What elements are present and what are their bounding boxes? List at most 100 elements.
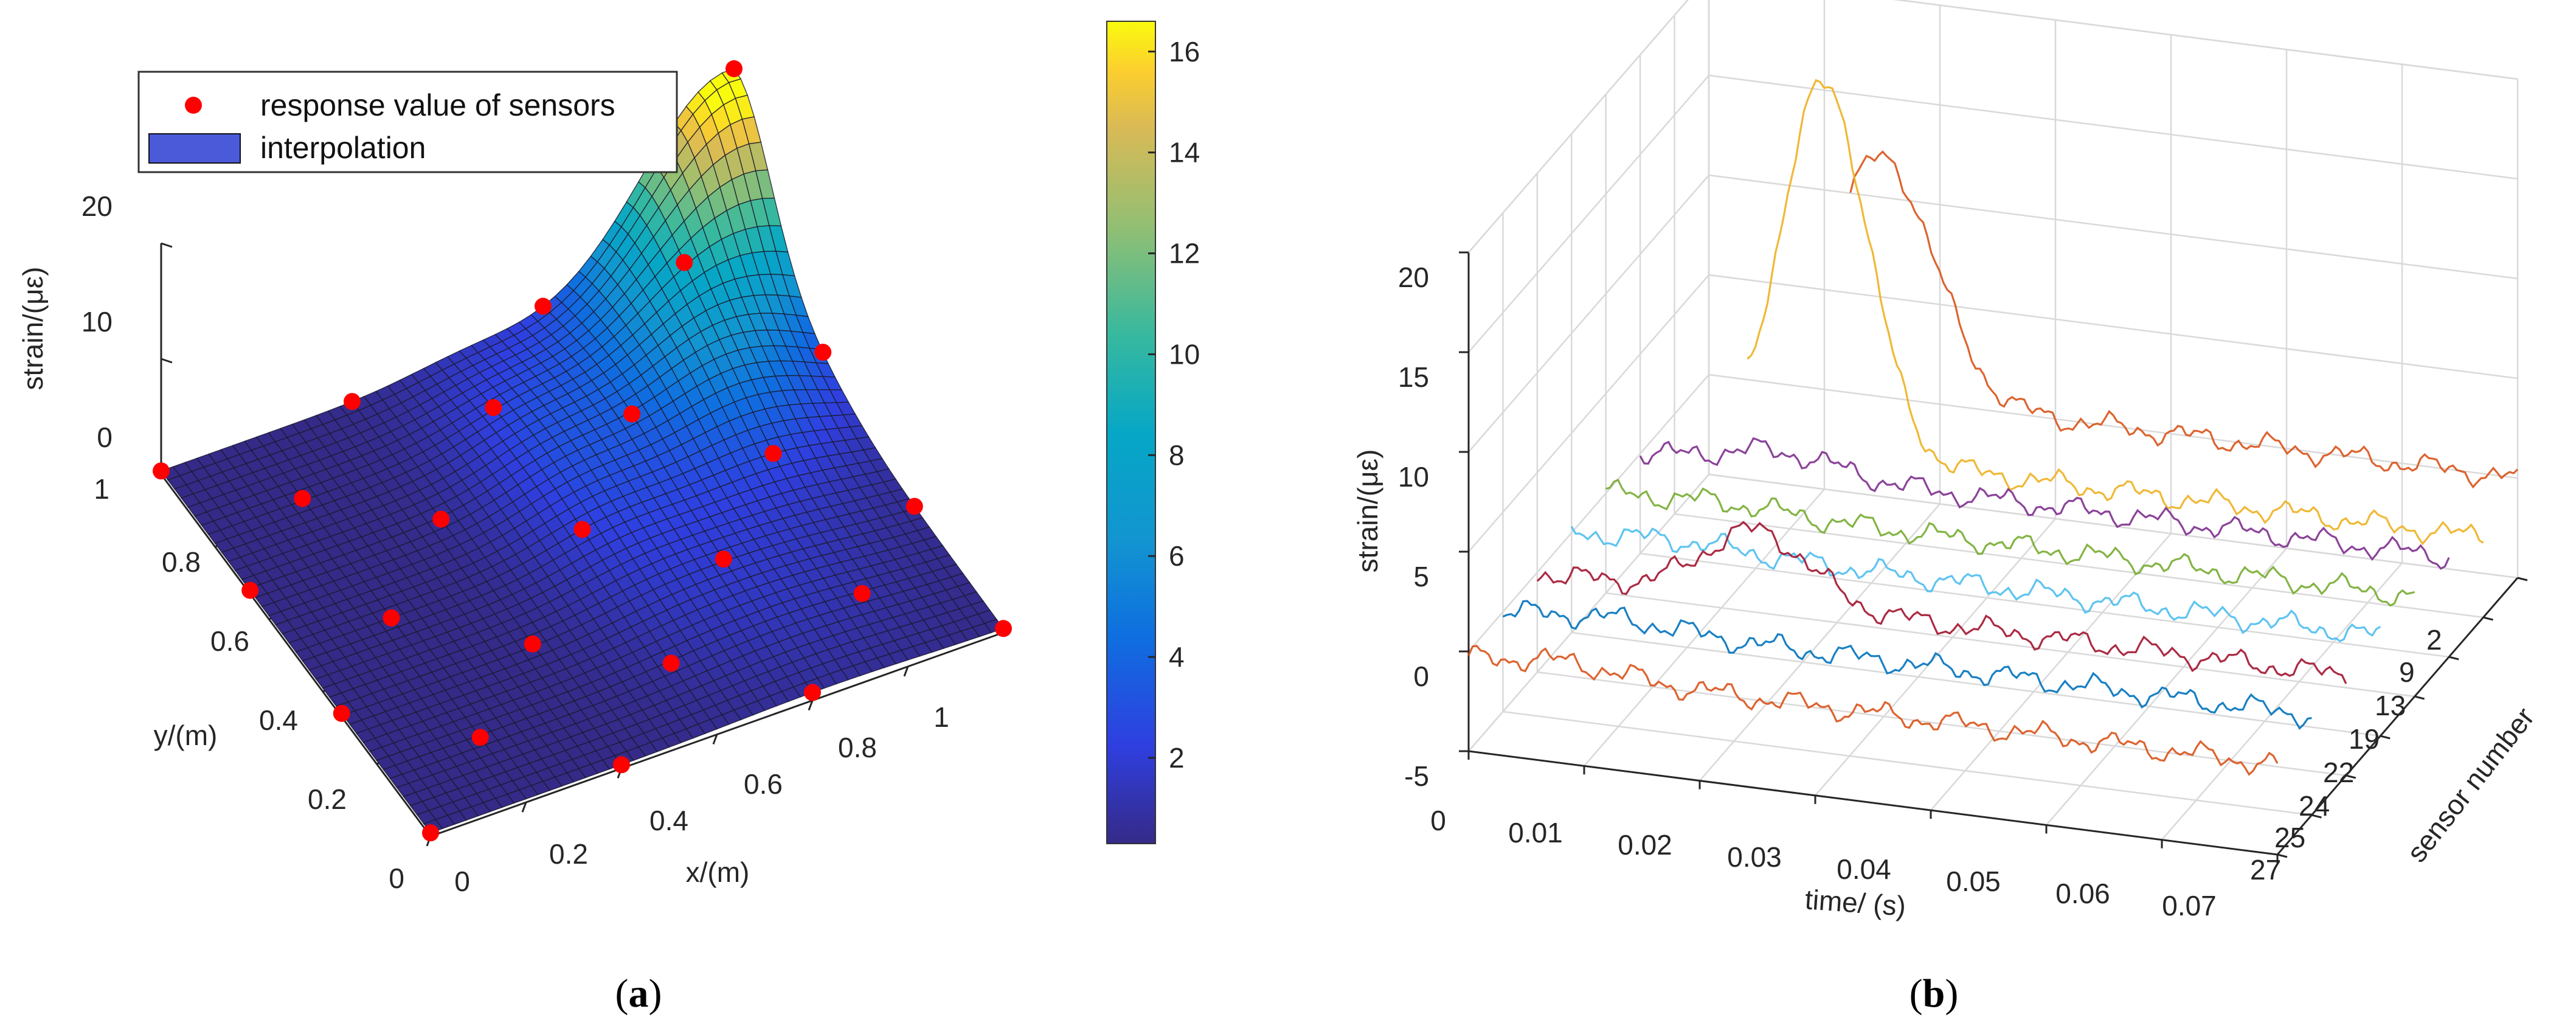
caption-a: (a): [615, 971, 662, 1016]
y-tick-label: 27: [2250, 854, 2281, 886]
sensor-point: [662, 654, 680, 672]
y-tick-label: 24: [2299, 790, 2330, 822]
x-tick-labels: 0 0.2 0.4 0.6 0.8 1: [454, 701, 949, 897]
colorbar-tick-label: 6: [1169, 540, 1185, 572]
sensor-point: [905, 498, 923, 515]
x-tick-label: 1: [933, 701, 949, 733]
y-tick-label: 13: [2375, 690, 2406, 721]
y-tick-label: 0: [389, 862, 404, 894]
y-tick-mark: [2277, 853, 2288, 858]
x-tick-label: 0.07: [2162, 890, 2217, 921]
grid-line: [1571, 631, 2381, 737]
legend-interpolation-swatch: [148, 133, 241, 164]
caption-a-letter: a: [629, 971, 649, 1016]
grid-line: [1708, 473, 2518, 579]
legend-sensor-label: response value of sensors: [260, 88, 615, 122]
z-tick-mark: [161, 242, 173, 248]
x-tick-labels: 0 0.01 0.02 0.03 0.04 0.05 0.06 0.07: [1430, 805, 2217, 921]
y-tick-label: 22: [2323, 757, 2354, 788]
sensor-point: [241, 581, 259, 599]
y-tick-label: 2: [2426, 624, 2442, 656]
sensor-point: [524, 635, 541, 653]
sensor-markers: [153, 60, 1012, 842]
z-tick-label: 20: [81, 190, 113, 222]
x-tick-mark: [903, 666, 909, 677]
sensor-point: [333, 704, 350, 722]
sensor-point: [613, 756, 630, 774]
y-tick-label: 9: [2399, 656, 2415, 688]
sensor-point: [804, 684, 821, 701]
interpolation-surface: [160, 68, 1005, 834]
sensor-point: [853, 585, 871, 602]
z-tick-label: 15: [1398, 361, 1429, 393]
series-line-sensor-9: [1747, 78, 2484, 546]
x-tick-label: 0.4: [649, 805, 688, 836]
y-tick-mark: [2517, 577, 2528, 581]
sensor-point: [535, 297, 552, 315]
sensor-point: [676, 254, 693, 271]
x-tick-label: 0.05: [1946, 866, 2001, 897]
x-tick-label: 0.02: [1618, 829, 1672, 861]
colorbar-tick-label: 4: [1169, 641, 1185, 673]
z-tick-mark: [161, 358, 173, 364]
colorbar-tick-label: 14: [1169, 137, 1200, 168]
sensor-point: [995, 620, 1012, 637]
caption-b-open: (: [1909, 971, 1923, 1016]
grid-line: [1639, 552, 2450, 658]
x-axis-label: time/ (s): [1804, 883, 1906, 921]
grid-line: [1605, 592, 2415, 698]
series-line-sensor-2: [1849, 150, 2519, 489]
z-tick-label: 10: [1398, 461, 1429, 493]
x-tick-label: 0.03: [1727, 841, 1782, 873]
z-tick-label: 0: [97, 422, 113, 453]
series-line-sensor-13: [1639, 437, 2450, 570]
x-tick-mark: [808, 700, 814, 711]
colorbar-tick-label: 16: [1169, 36, 1200, 68]
x-tick-label: 0.6: [744, 768, 783, 800]
y-tick-labels: 0 0.2 0.4 0.6 0.8 1: [94, 473, 404, 894]
y-tick-mark: [2380, 735, 2391, 740]
grid-line: [1537, 671, 2347, 777]
x-tick-mark: [521, 802, 527, 813]
y-tick-mark: [2311, 814, 2322, 819]
z-tick-label: 5: [1413, 561, 1429, 592]
surface-plot-panel: 0 0.2 0.4 0.6 0.8 1 0 0.2 0.4 0.6 0.8 1 …: [17, 21, 1200, 1016]
y-tick-mark: [2414, 695, 2425, 700]
y-tick-label: 19: [2349, 723, 2380, 755]
sensor-point: [432, 510, 450, 528]
z-tick-label: 10: [81, 306, 113, 338]
legend: response value of sensors interpolation: [137, 71, 678, 173]
y-tick-mark: [2483, 616, 2493, 621]
caption-a-close: ): [649, 971, 662, 1016]
series-line-sensor-19: [1605, 479, 2415, 607]
y-tick-mark: [2448, 656, 2459, 661]
y-axis-label: sensor number: [2400, 701, 2540, 868]
y-tick-mark: [2346, 774, 2356, 779]
grid-line: [1584, 488, 1825, 767]
grid-line: [1503, 710, 2312, 816]
sensor-point: [294, 490, 311, 507]
sensor-point: [383, 609, 400, 626]
x-tick-label: 0.06: [2055, 878, 2110, 909]
sensor-point: [422, 824, 439, 842]
x-tick-mark: [712, 734, 718, 745]
grid-line: [1815, 518, 2056, 796]
y-tick-labels: 2 9 13 19 22 24 25 27: [2250, 624, 2442, 886]
z-tick-labels: 0 10 20: [81, 190, 113, 453]
y-tick-label: 0.6: [210, 625, 249, 657]
y-axis-label: y/(m): [154, 720, 218, 751]
legend-sensor-marker: [185, 97, 202, 114]
box-edge: [1468, 0, 2518, 253]
sensor-point: [725, 60, 743, 77]
z-tick-label: 20: [1398, 262, 1429, 293]
colorbar: 2 4 6 8 10 12 14 16: [1106, 21, 1200, 844]
caption-b-close: ): [1945, 971, 1958, 1016]
grid-line: [2161, 562, 2403, 841]
z-axis-label: strain/(με): [17, 267, 49, 390]
sensor-point: [153, 462, 170, 480]
colorbar-tick-label: 12: [1169, 238, 1200, 269]
z-tick-labels: -5 0 5 10 15 20: [1398, 262, 1429, 792]
colorbar-tick-label: 10: [1169, 338, 1200, 370]
x-axis-line: [1468, 750, 2278, 856]
